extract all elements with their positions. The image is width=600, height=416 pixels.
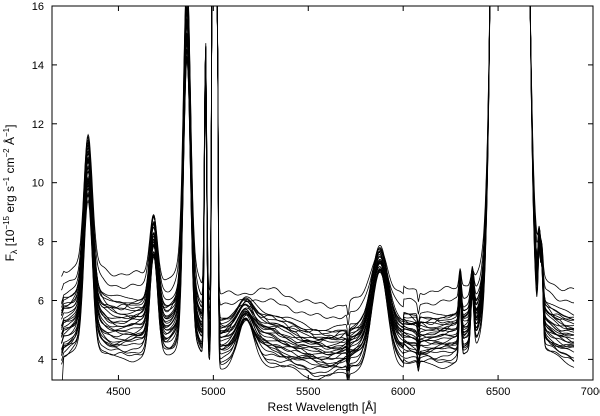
spectrum-line [61,6,575,344]
spectrum-line [61,6,575,370]
spectrum-line [61,6,574,326]
spectrum-line [61,6,575,316]
y-tick-label: 4 [38,354,44,366]
spectrum-line [61,6,575,346]
spectrum-line [61,6,575,353]
y-tick-label: 8 [38,237,44,249]
spectrum-line [61,6,575,354]
y-tick-label: 12 [32,119,44,131]
plot-frame [51,5,594,381]
spectrum-line [61,6,575,343]
spectrum-line [61,6,575,380]
y-tick-label: 10 [32,178,44,190]
spectrum-line [61,6,574,367]
spectrum-line [61,6,575,343]
spectrum-line [61,6,575,350]
spectrum-line [61,6,575,361]
x-tick-label: 7000 [581,386,600,398]
x-tick-label: 6500 [486,386,510,398]
x-tick-label: 5000 [201,386,225,398]
spectrum-line [61,6,575,380]
spectrum-line [61,6,574,342]
y-tick-label: 6 [38,295,44,307]
y-tick-label: 16 [32,1,44,13]
axis-ticks: 4500 5000 5500 6000 6500 7000 4 6 8 10 12 14 16 [32,1,600,398]
spectrum-line [61,6,575,351]
x-tick-label: 4500 [106,386,130,398]
x-axis-title: Rest Wavelength [Å] [268,399,377,414]
y-axis-title: Fλ [10−15 erg s−1 cm−2 Å−1] [2,125,19,262]
spectra-series-group [61,6,575,380]
x-tick-label: 6000 [391,386,415,398]
y-tick-label: 14 [32,60,44,72]
x-tick-label: 5500 [296,386,320,398]
